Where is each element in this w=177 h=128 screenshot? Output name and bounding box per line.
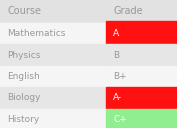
Text: B+: B+	[113, 72, 127, 81]
Text: A-: A-	[113, 93, 122, 102]
Bar	[106, 109, 177, 128]
Text: C+: C+	[113, 115, 127, 124]
Bar	[106, 87, 177, 109]
Text: A: A	[113, 29, 119, 38]
Bar	[0, 66, 106, 87]
Text: Biology: Biology	[7, 93, 41, 102]
Text: English: English	[7, 72, 40, 81]
Text: History: History	[7, 115, 39, 124]
Text: B: B	[113, 51, 119, 60]
Bar	[106, 21, 177, 23]
Bar	[0, 109, 106, 128]
Text: Grade: Grade	[113, 6, 143, 15]
Bar	[0, 87, 106, 109]
Bar	[0, 0, 177, 21]
Bar	[0, 44, 106, 66]
Bar	[0, 23, 106, 44]
Bar	[106, 23, 177, 44]
Text: Physics: Physics	[7, 51, 40, 60]
Bar	[106, 66, 177, 87]
Bar	[106, 44, 177, 66]
Text: Mathematics: Mathematics	[7, 29, 65, 38]
Text: Course: Course	[7, 6, 41, 15]
